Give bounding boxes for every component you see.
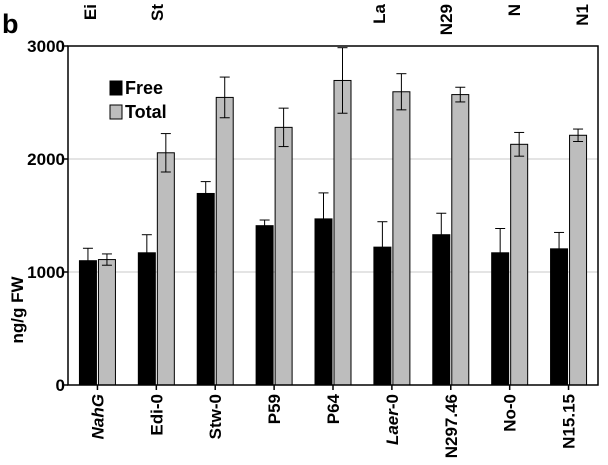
x-tick-label: P59 (265, 394, 284, 424)
top-label: N (505, 4, 524, 16)
bar-total (333, 79, 352, 386)
bar-free (196, 192, 215, 386)
top-labels: Ei St La N29 N N1 (81, 3, 592, 35)
bar-free (137, 252, 156, 386)
bar-free (550, 248, 569, 386)
gridlines (68, 158, 598, 273)
bar-free (78, 260, 97, 386)
y-tick-label: 2000 (27, 150, 65, 169)
x-tick-label: P64 (324, 393, 343, 424)
y-tick-label: 1000 (27, 263, 65, 282)
x-tick-label: Laer-0 (383, 394, 402, 445)
bar-total (569, 134, 588, 386)
bar-total (510, 143, 529, 386)
bar-total (392, 91, 411, 386)
top-label: N1 (573, 4, 592, 26)
bar-free (432, 234, 451, 386)
y-axis-ticks: 0 1000 2000 3000 (27, 37, 68, 395)
x-tick-label: Edi-0 (147, 394, 166, 436)
legend-swatch-free (109, 80, 123, 96)
top-label: St (148, 4, 167, 21)
y-tick-label: 3000 (27, 37, 65, 56)
y-axis-label: ng/g FW (8, 276, 27, 344)
x-axis-ticks: NahG Edi-0 Stw-0 P59 P64 Laer-0 N297.46 No-0 N15… (88, 385, 579, 458)
legend-label: Total (125, 102, 167, 122)
legend: Free Total (109, 78, 167, 122)
legend-swatch-total (109, 104, 123, 120)
bar-free (255, 225, 274, 386)
y-tick-label: 0 (56, 376, 65, 395)
top-label: La (370, 3, 389, 23)
bar-total (97, 259, 116, 386)
top-label: N29 (437, 4, 456, 35)
x-tick-label: No-0 (501, 394, 520, 432)
panel-label: b (2, 9, 19, 39)
x-tick-label: N297.46 (442, 394, 461, 458)
x-tick-label: Stw-0 (206, 394, 225, 439)
x-tick-label: N15.15 (560, 394, 579, 449)
x-tick-label: NahG (88, 394, 107, 439)
top-label: Ei (81, 4, 100, 20)
bar-total (215, 96, 234, 386)
bar-total (274, 126, 293, 386)
bar-total (451, 94, 470, 386)
error-bars (82, 47, 584, 278)
bars (78, 79, 588, 386)
legend-label: Free (125, 78, 163, 98)
bar-total (156, 152, 175, 386)
